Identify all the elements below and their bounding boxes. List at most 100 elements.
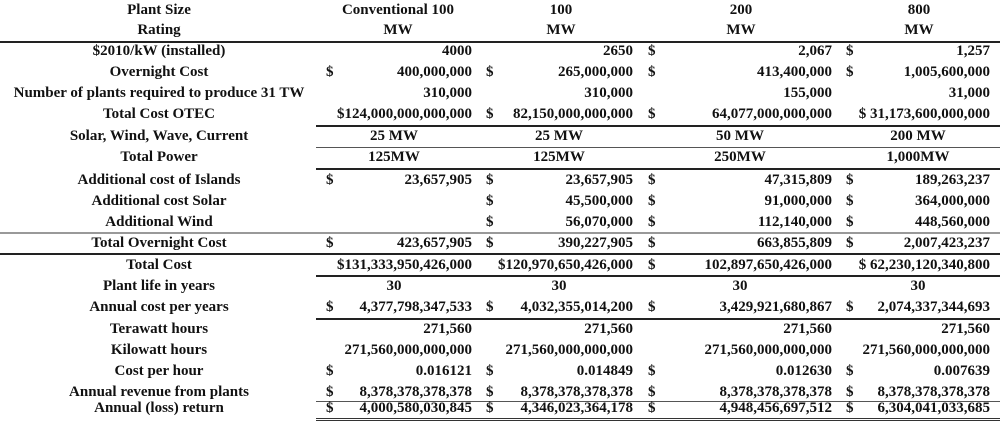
currency-symbol: $ (846, 235, 854, 251)
currency-symbol: $ (846, 172, 854, 188)
cell-value: 6,304,041,033,685 (877, 400, 991, 416)
divider (0, 253, 1000, 255)
currency-symbol: $ (486, 384, 494, 400)
cell-value: 82,150,000,000,000 (513, 106, 633, 122)
cell-value: 2,067 (798, 43, 832, 59)
currency-symbol: $ (648, 43, 656, 59)
currency-symbol: $ (326, 400, 334, 416)
cell-value: 271,560 (941, 321, 990, 337)
currency-symbol: $ (326, 172, 334, 188)
row-label: Kilowatt hours (110, 342, 208, 358)
cell-value: 310,000 (584, 85, 633, 101)
cell-value: 155,000 (783, 85, 832, 101)
cell-value: 0.007639 (933, 363, 990, 379)
cell-value: 189,263,237 (915, 172, 990, 188)
cell-value: 271,560 (584, 321, 633, 337)
header-col-1: Conventional 100 (341, 2, 455, 18)
cell-value: 30 (910, 278, 926, 294)
header-col-4: 800 (907, 2, 931, 18)
currency-symbol: $ (846, 363, 854, 379)
cell-value: $124,000,000,000,000 (337, 106, 472, 122)
currency-symbol: $ (648, 299, 656, 315)
currency-symbol: $ (648, 400, 656, 416)
currency-symbol: $ (648, 235, 656, 251)
cell-value: 0.014849 (576, 363, 633, 379)
cell-value: 0.012630 (775, 363, 832, 379)
currency-symbol: $ (648, 106, 656, 122)
row-label: Total Cost (126, 257, 192, 273)
cell-value: 4,032,355,014,200 (520, 299, 634, 315)
cell-value: $ 62,230,120,340,800 (858, 257, 990, 273)
cell-value: 23,657,905 (565, 172, 634, 188)
divider (316, 125, 1000, 127)
currency-symbol: $ (846, 299, 854, 315)
currency-symbol: $ (486, 106, 494, 122)
currency-symbol: $ (326, 384, 334, 400)
currency-symbol: $ (648, 384, 656, 400)
cell-value: 30 (386, 278, 402, 294)
currency-symbol: $ (648, 363, 656, 379)
cell-value: 8,378,378,378,378 (877, 384, 991, 400)
row-label: Additional Wind (105, 214, 213, 230)
header-col-2-unit: MW (546, 22, 576, 38)
cell-value: 64,077,000,000,000 (712, 106, 832, 122)
cell-value: 8,378,378,378,378 (359, 384, 473, 400)
row-label: Additional cost of Islands (77, 172, 241, 188)
currency-symbol: $ (326, 64, 334, 80)
currency-symbol: $ (486, 235, 494, 251)
cell-value: 448,560,000 (915, 214, 990, 230)
cell-value: 125MW (533, 149, 585, 165)
cell-value: 25 MW (535, 128, 583, 144)
currency-symbol: $ (486, 299, 494, 315)
row-label: Annual revenue from plants (69, 384, 249, 400)
cell-value: 400,000,000 (397, 64, 472, 80)
cell-value: $131,333,950,426,000 (337, 257, 472, 273)
row-label: Total Overnight Cost (91, 235, 227, 251)
currency-symbol: $ (846, 43, 854, 59)
cell-value: 265,000,000 (558, 64, 633, 80)
currency-symbol: $ (648, 64, 656, 80)
cell-value: 112,140,000 (757, 214, 832, 230)
cell-value: 2650 (603, 43, 633, 59)
currency-symbol: $ (648, 214, 656, 230)
header-col-4-unit: MW (904, 22, 934, 38)
header-col-2: 100 (549, 2, 573, 18)
cell-value: 1,257 (956, 43, 990, 59)
cell-value: 45,500,000 (565, 193, 634, 209)
cell-value: 50 MW (716, 128, 764, 144)
cell-value: 4,377,798,347,533 (359, 299, 473, 315)
header-label-plant-size: Plant Size (127, 2, 191, 18)
row-label: Total Power (120, 149, 198, 165)
cell-value: 364,000,000 (915, 193, 990, 209)
cell-value: 250MW (714, 149, 766, 165)
cell-value: 91,000,000 (764, 193, 833, 209)
cell-value: 1,000MW (886, 149, 950, 165)
currency-symbol: $ (326, 235, 334, 251)
divider (316, 318, 1000, 320)
cell-value: 4,000,580,030,845 (359, 400, 473, 416)
currency-symbol: $ (846, 64, 854, 80)
cell-value: 31,000 (948, 85, 990, 101)
cell-value: 271,560,000,000,000 (344, 342, 473, 358)
currency-symbol: $ (648, 257, 656, 273)
cell-value: 2,074,337,344,693 (877, 299, 991, 315)
currency-symbol: $ (326, 363, 334, 379)
currency-symbol: $ (326, 299, 334, 315)
row-label: Total Cost OTEC (103, 106, 215, 122)
currency-symbol: $ (486, 64, 494, 80)
total-double-underline (316, 418, 1000, 421)
cell-value: 200 MW (890, 128, 946, 144)
currency-symbol: $ (486, 214, 494, 230)
row-label: Solar, Wind, Wave, Current (69, 128, 249, 144)
cell-value: 271,560 (423, 321, 472, 337)
cell-value: 102,897,650,426,000 (704, 257, 833, 273)
cell-value: 56,070,000 (565, 214, 634, 230)
currency-symbol: $ (846, 214, 854, 230)
header-col-3: 200 (729, 2, 753, 18)
cell-value: 0.016121 (415, 363, 472, 379)
cell-value: 1,005,600,000 (903, 64, 990, 80)
cell-value: 25 MW (370, 128, 418, 144)
row-label: Annual cost per years (89, 299, 229, 315)
currency-symbol: $ (486, 400, 494, 416)
cell-value: 423,657,905 (397, 235, 472, 251)
